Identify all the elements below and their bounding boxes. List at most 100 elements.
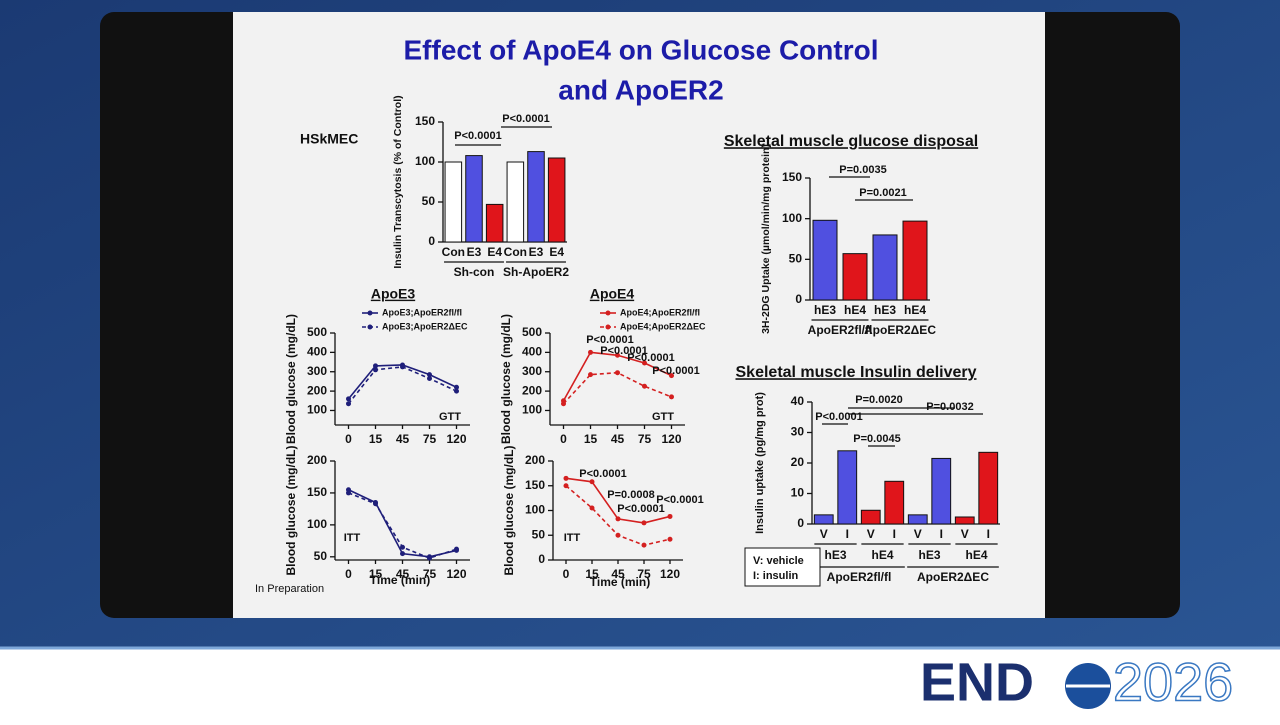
y-axis-label: Insulin Transcytosis (% of Control) bbox=[392, 95, 404, 268]
point bbox=[373, 501, 378, 507]
x-tick-label: E3 bbox=[467, 245, 482, 259]
y-axis-label: Blood glucose (mg/dL) bbox=[499, 314, 513, 444]
legend-text: I: insulin bbox=[753, 570, 799, 582]
point bbox=[589, 479, 595, 485]
x-tick-label: I bbox=[940, 527, 943, 541]
x-tick-label: 45 bbox=[396, 567, 410, 581]
subgroup-label: hE3 bbox=[824, 548, 846, 562]
y-tick-label: 200 bbox=[307, 453, 327, 467]
x-tick-label: 75 bbox=[423, 432, 437, 446]
bar bbox=[485, 203, 504, 243]
x-tick-label: 120 bbox=[660, 567, 680, 581]
point bbox=[346, 396, 351, 402]
y-tick-label: 100 bbox=[525, 503, 545, 517]
x-tick-label: 45 bbox=[611, 567, 625, 581]
legend-label: ApoE3;ApoER2fl/fl bbox=[382, 307, 462, 317]
chart-title: Skeletal muscle glucose disposal bbox=[724, 133, 978, 150]
group-label: ApoER2fl/fl bbox=[808, 323, 873, 337]
annotation: P<0.0001 bbox=[627, 352, 674, 364]
x-tick-label: 15 bbox=[585, 567, 599, 581]
bar bbox=[902, 220, 928, 301]
annotation: P=0.0032 bbox=[926, 401, 973, 413]
x-tick-label: hE4 bbox=[844, 303, 866, 317]
bar bbox=[506, 161, 525, 243]
x-tick-label: V bbox=[914, 527, 922, 541]
y-axis-label: Insulin uptake (pg/mg prot) bbox=[754, 392, 766, 534]
annotation: ITT bbox=[564, 532, 581, 544]
x-tick-label: V bbox=[820, 527, 828, 541]
annotation: P<0.0001 bbox=[579, 468, 626, 480]
y-tick-label: 50 bbox=[422, 194, 436, 208]
y-tick-label: 300 bbox=[522, 364, 542, 378]
annotation: P=0.0021 bbox=[859, 187, 906, 199]
point bbox=[615, 532, 621, 538]
y-tick-label: 400 bbox=[307, 345, 327, 359]
bar bbox=[444, 161, 463, 243]
point bbox=[563, 475, 569, 481]
x-tick-label: I bbox=[893, 527, 896, 541]
point bbox=[427, 372, 432, 378]
x-tick-label: hE4 bbox=[904, 303, 926, 317]
point bbox=[589, 505, 595, 511]
bar bbox=[837, 450, 858, 525]
bar bbox=[812, 219, 838, 301]
point bbox=[669, 373, 674, 379]
x-tick-label: 0 bbox=[563, 567, 570, 581]
y-tick-label: 150 bbox=[415, 114, 435, 128]
legend-marker bbox=[367, 324, 373, 330]
point bbox=[454, 546, 459, 552]
point bbox=[615, 370, 620, 376]
bar bbox=[907, 514, 928, 525]
y-tick-label: 0 bbox=[797, 516, 804, 530]
point bbox=[373, 367, 378, 373]
x-tick-label: 15 bbox=[369, 567, 383, 581]
point bbox=[563, 483, 569, 489]
annotation: GTT bbox=[439, 411, 461, 423]
point bbox=[642, 360, 647, 366]
chart-title: Skeletal muscle Insulin delivery bbox=[736, 364, 977, 381]
point bbox=[667, 536, 673, 542]
y-tick-label: 50 bbox=[314, 549, 328, 563]
annotation: P=0.0008 bbox=[607, 489, 654, 501]
logo-text: END bbox=[920, 652, 1034, 712]
y-tick-label: 10 bbox=[791, 486, 805, 500]
legend-text: V: vehicle bbox=[753, 555, 804, 567]
subgroup-label: hE3 bbox=[918, 548, 940, 562]
point bbox=[588, 372, 593, 378]
annotation: P<0.0001 bbox=[454, 130, 501, 142]
annotation: P<0.0001 bbox=[617, 503, 664, 515]
y-tick-label: 0 bbox=[795, 292, 802, 306]
bar bbox=[813, 514, 834, 525]
x-tick-label: 75 bbox=[423, 567, 437, 581]
y-tick-label: 150 bbox=[525, 478, 545, 492]
slide-title: Effect of ApoE4 on Glucose Control bbox=[404, 34, 879, 65]
legend-marker bbox=[605, 310, 611, 316]
y-tick-label: 150 bbox=[307, 485, 327, 499]
group-label: Sh-ApoER2 bbox=[503, 265, 569, 279]
slide-title: and ApoER2 bbox=[558, 74, 723, 105]
annotation: GTT bbox=[652, 411, 674, 423]
bar bbox=[872, 234, 898, 301]
x-tick-label: 0 bbox=[560, 432, 567, 446]
point bbox=[669, 394, 674, 400]
y-tick-label: 100 bbox=[522, 403, 542, 417]
x-axis-label: Time (min) bbox=[370, 573, 430, 587]
subgroup-label: hE4 bbox=[965, 548, 987, 562]
chart-title: HSkMEC bbox=[300, 131, 358, 147]
group-label: ApoER2ΔEC bbox=[864, 323, 936, 337]
x-tick-label: 120 bbox=[446, 432, 466, 446]
x-tick-label: hE3 bbox=[814, 303, 836, 317]
annotation: P<0.0001 bbox=[815, 411, 862, 423]
x-tick-label: 15 bbox=[584, 432, 598, 446]
y-tick-label: 20 bbox=[791, 455, 805, 469]
logo-text: 2026 bbox=[1113, 652, 1233, 712]
point bbox=[642, 383, 647, 389]
x-tick-label: 75 bbox=[637, 567, 651, 581]
group-label: ApoER2fl/fl bbox=[827, 570, 892, 584]
bar bbox=[978, 451, 999, 525]
bar bbox=[465, 155, 483, 243]
bar bbox=[547, 157, 566, 243]
bar bbox=[954, 516, 975, 525]
